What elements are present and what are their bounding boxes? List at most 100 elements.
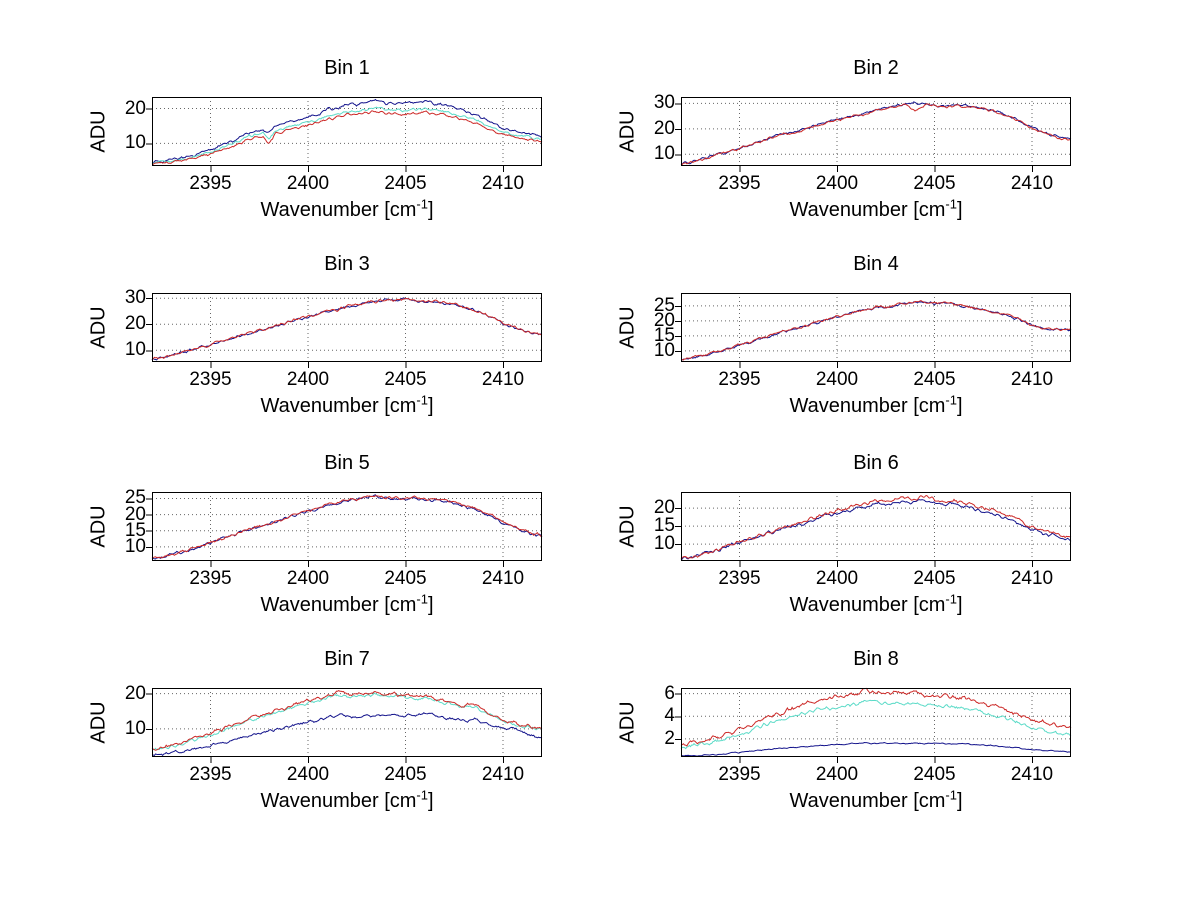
x-tick-label: 2405: [913, 173, 956, 194]
series-line-dark-blue: [151, 297, 543, 361]
x-tick-label: 2395: [189, 764, 232, 785]
x-axis-label-superscript: -1: [945, 196, 957, 212]
axes-box: [152, 97, 542, 166]
y-tick-label: 10: [653, 339, 675, 361]
x-tick-label: 2405: [913, 568, 956, 589]
subplot-bin-7: Bin 7 ADU 10 20 2395 2400 2405 2410 Wavenumber […: [88, 648, 543, 812]
y-tick-label: 20: [653, 309, 675, 331]
x-tick-label: 2395: [718, 764, 761, 785]
y-tick-label: 10: [124, 535, 146, 557]
y-tick-label: 2: [664, 727, 675, 749]
x-tick-label: 2400: [286, 568, 330, 589]
x-tick-label: 2405: [913, 369, 956, 390]
subplot-title-bin-3: Bin 3: [324, 253, 370, 275]
y-tick-label: 15: [653, 324, 675, 346]
subplot-bin-8: Bin 8 ADU 2 4 6 2395 2400 2405 2410 Wavenumber [c…: [617, 648, 1072, 812]
series-line-red: [680, 103, 1072, 166]
x-axis-label-base: Wavenumber [cm: [789, 790, 946, 812]
x-axis-label-superscript: -1: [416, 196, 428, 212]
axes-box: [152, 293, 542, 362]
series-line-dark-blue: [680, 742, 1072, 757]
x-tick-label: 2395: [189, 369, 232, 390]
x-tick-label: 2400: [286, 369, 330, 390]
y-tick-label: 20: [124, 682, 146, 704]
subplot-title-bin-7: Bin 7: [324, 648, 370, 670]
x-axis-label-close: ]: [427, 395, 434, 417]
x-axis-label-base: Wavenumber [cm: [260, 199, 417, 221]
axes-box: [681, 97, 1071, 166]
x-tick-label: 2410: [481, 568, 525, 589]
plot-svg-bin-3: [146, 293, 543, 368]
x-axis-label-superscript: -1: [945, 787, 957, 803]
x-tick-label: 2410: [1010, 764, 1054, 785]
x-axis-label-base: Wavenumber [cm: [789, 395, 946, 417]
x-tick-label: 2395: [718, 568, 761, 589]
y-tick-label: 10: [124, 132, 146, 154]
subplot-title-bin-6: Bin 6: [853, 452, 899, 474]
x-axis-label-superscript: -1: [416, 591, 428, 607]
y-tick-label: 6: [664, 682, 675, 704]
x-tick-label: 2395: [189, 568, 232, 589]
x-axis-label-close: ]: [956, 594, 963, 616]
x-tick-label: 2395: [718, 369, 761, 390]
y-tick-label: 15: [653, 515, 675, 537]
axes-box: [681, 293, 1071, 362]
plot-svg-bin-5: [146, 492, 543, 567]
x-axis-label: Wavenumber [cm-1]: [152, 591, 542, 624]
series-line-red: [151, 297, 543, 361]
x-axis-label-close: ]: [956, 395, 963, 417]
y-tick-label: 20: [124, 503, 146, 525]
x-axis-label: Wavenumber [cm-1]: [681, 392, 1071, 425]
y-tick-label: 20: [653, 117, 675, 139]
subplot-bin-4: Bin 4 ADU 10 15 20 25 2395 2400 2405 2410 Wavenumb…: [617, 253, 1072, 417]
series-line-dark-blue: [680, 301, 1072, 361]
subplot-title-bin-1: Bin 1: [324, 57, 370, 79]
x-tick-label: 2410: [1010, 369, 1054, 390]
x-axis-label: Wavenumber [cm-1]: [152, 788, 542, 820]
series-line-red: [680, 494, 1072, 560]
plot-svg-bin-2: [675, 97, 1072, 172]
y-tick-label: 15: [124, 519, 146, 541]
y-tick-label: 10: [124, 717, 146, 739]
series-line-dark-blue: [151, 712, 543, 757]
series-line-red: [151, 689, 543, 751]
y-tick-label: 30: [653, 92, 675, 114]
plot-svg-bin-8: [675, 687, 1072, 763]
x-tick-label: 2400: [815, 568, 859, 589]
x-tick-label: 2405: [384, 369, 427, 390]
x-axis-label-close: ]: [956, 199, 963, 221]
x-axis-label-superscript: -1: [945, 392, 957, 408]
axes-box: [681, 492, 1071, 561]
x-axis-label-base: Wavenumber [cm: [260, 594, 417, 616]
x-axis-label-superscript: -1: [416, 392, 428, 408]
series-line-red: [151, 110, 543, 165]
x-tick-label: 2405: [384, 173, 427, 194]
x-tick-label: 2400: [286, 764, 330, 785]
y-tick-label: 4: [664, 705, 675, 727]
x-axis-label-close: ]: [427, 790, 434, 812]
x-axis-label-base: Wavenumber [cm: [260, 790, 417, 812]
x-axis-label: Wavenumber [cm-1]: [152, 196, 542, 229]
x-tick-label: 2400: [815, 369, 859, 390]
x-axis-label-superscript: -1: [945, 591, 957, 607]
series-line-red: [151, 495, 543, 559]
subplot-bin-2: Bin 2 ADU 10 20 30 2395 2400 2405 2410 Wavenumber…: [617, 57, 1072, 221]
x-axis-label-base: Wavenumber [cm: [260, 395, 417, 417]
axes-box: [152, 688, 542, 757]
subplot-title-bin-4: Bin 4: [853, 253, 899, 275]
x-tick-label: 2410: [481, 764, 525, 785]
plot-svg-bin-4: [675, 293, 1072, 368]
x-tick-label: 2410: [481, 173, 525, 194]
x-axis-label: Wavenumber [cm-1]: [681, 787, 1071, 820]
x-axis-label-close: ]: [427, 594, 434, 616]
x-axis-label-base: Wavenumber [cm: [789, 594, 946, 616]
axes-box: [152, 492, 542, 561]
plot-svg-bin-7: [146, 688, 543, 763]
subplot-bin-3: Bin 3 ADU 10 20 30 2395 2400 2405 2410 Wavenumber…: [88, 253, 543, 417]
x-tick-label: 2410: [1010, 568, 1054, 589]
plot-svg-bin-1: [146, 97, 543, 172]
subplot-bin-5: Bin 5 ADU 10 15 20 25 2395 2400 2405 2410 Wavenumb…: [88, 452, 543, 616]
x-tick-label: 2395: [189, 173, 232, 194]
series-line-cyan: [151, 692, 543, 751]
